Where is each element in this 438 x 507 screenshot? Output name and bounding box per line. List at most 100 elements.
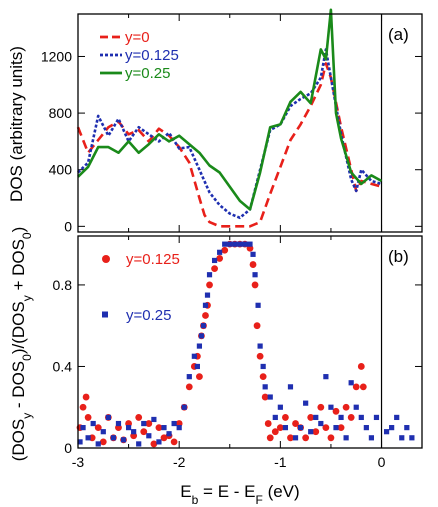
- panel-label: (b): [388, 247, 409, 266]
- data-point: [264, 420, 272, 427]
- data-point: [216, 255, 224, 262]
- data-point: [242, 241, 248, 247]
- data-point: [135, 414, 143, 421]
- data-point: [181, 404, 187, 410]
- data-point: [156, 439, 162, 445]
- data-point: [322, 424, 330, 432]
- data-point: [186, 374, 192, 380]
- data-point: [194, 363, 200, 370]
- plot-frame: [77, 235, 423, 449]
- data-point: [260, 363, 266, 370]
- legend-label: y=0.125: [126, 251, 180, 268]
- series-line-2: [77, 8, 383, 211]
- data-point: [399, 435, 405, 441]
- data-point: [353, 404, 359, 410]
- data-point: [99, 438, 107, 446]
- data-point: [185, 383, 193, 391]
- data-point: [105, 414, 111, 421]
- data-point: [257, 343, 263, 349]
- data-point: [200, 323, 207, 329]
- x-tick-label: -2: [173, 454, 186, 470]
- data-point: [251, 281, 259, 289]
- data-point: [348, 380, 354, 386]
- data-point: [332, 407, 340, 415]
- data-point: [146, 433, 152, 439]
- data-point: [252, 272, 258, 278]
- data-point: [84, 414, 92, 421]
- data-point: [323, 374, 329, 380]
- data-point: [287, 384, 294, 390]
- legend-label: y=0.25: [125, 65, 170, 82]
- data-point: [249, 261, 257, 268]
- data-point: [222, 241, 228, 247]
- data-point: [206, 281, 213, 289]
- data-point: [166, 431, 172, 437]
- y-tick-label: 1200: [41, 48, 72, 64]
- data-point: [221, 246, 229, 254]
- data-point: [297, 425, 304, 431]
- x-tick-label: 0: [378, 454, 386, 470]
- data-point: [318, 420, 324, 427]
- data-point: [100, 429, 106, 435]
- legend-label: y=0.25: [126, 307, 171, 324]
- data-point: [79, 403, 87, 411]
- data-point: [232, 241, 238, 247]
- data-point: [250, 251, 256, 257]
- axis-labels: -3 -2 -1 0 DOS (arbitrary units) (DOSy - DOS0…: [7, 46, 386, 507]
- x-axis-label: Eb = E - EF (eV): [180, 482, 299, 507]
- panel-b: 0 0.4 0.8 (b) y=0.125 y=0.25: [53, 235, 423, 456]
- data-point: [204, 292, 211, 298]
- y-axis-label-a: DOS (arbitrary units): [7, 46, 26, 202]
- data-point: [131, 429, 137, 435]
- data-point: [303, 400, 309, 406]
- data-point: [211, 265, 218, 273]
- plot-frame: [77, 13, 423, 233]
- data-point: [394, 414, 400, 421]
- data-point: [171, 420, 177, 427]
- data-point: [256, 352, 264, 360]
- data-point: [125, 425, 132, 431]
- data-point: [259, 373, 267, 381]
- data-point: [94, 424, 102, 432]
- data-point: [404, 425, 410, 431]
- data-point: [90, 420, 96, 427]
- data-point: [328, 404, 334, 410]
- data-point: [110, 435, 117, 441]
- data-point: [227, 241, 233, 247]
- legend-marker-swatch: [102, 255, 110, 263]
- data-point: [255, 302, 261, 308]
- data-point: [136, 441, 142, 447]
- data-point: [307, 414, 315, 421]
- data-point: [266, 434, 274, 442]
- data-point: [272, 414, 278, 421]
- data-point: [383, 429, 390, 435]
- data-point: [150, 440, 158, 448]
- data-point: [282, 425, 289, 431]
- data-point: [389, 425, 395, 431]
- data-point: [317, 403, 325, 411]
- panel-label: (a): [388, 25, 409, 44]
- data-point: [262, 384, 268, 390]
- data-point: [115, 420, 122, 427]
- data-point: [271, 428, 279, 436]
- data-point: [253, 322, 261, 330]
- data-point: [347, 414, 355, 421]
- data-point: [277, 404, 283, 410]
- series-line-1: [77, 48, 382, 220]
- data-point: [308, 429, 314, 435]
- data-point: [82, 393, 90, 401]
- y-tick-label: 0: [64, 440, 72, 456]
- data-point: [140, 428, 148, 436]
- legend-label: y=0: [125, 29, 150, 46]
- data-point: [267, 394, 273, 400]
- data-point: [217, 249, 223, 255]
- x-tick-label: -3: [72, 454, 85, 470]
- data-point: [282, 414, 289, 421]
- data-point: [198, 333, 205, 339]
- data-point: [357, 363, 365, 370]
- y-tick-label: 800: [49, 105, 73, 121]
- x-tick-label: -1: [274, 454, 287, 470]
- data-point: [170, 438, 178, 446]
